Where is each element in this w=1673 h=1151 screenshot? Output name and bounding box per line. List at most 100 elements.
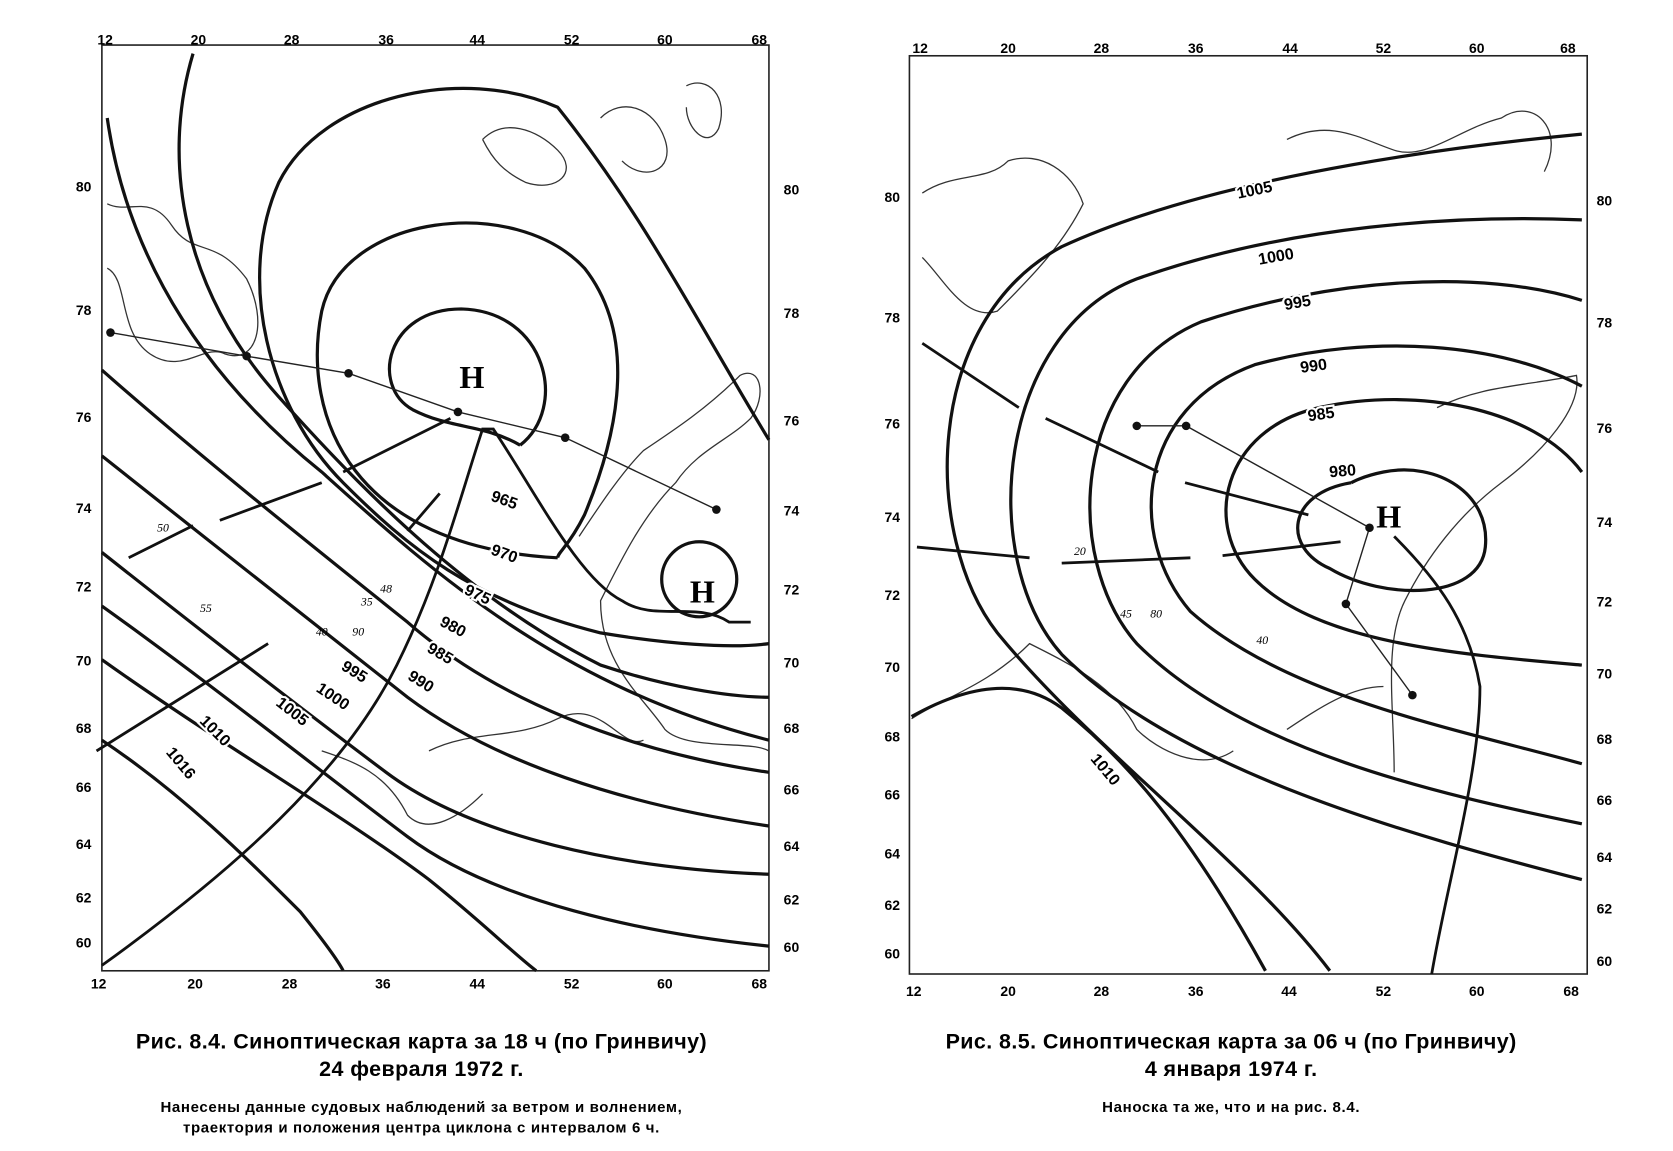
longitude-label: 68 — [752, 975, 768, 991]
coastline — [911, 642, 1384, 761]
longitude-label: 52 — [1376, 983, 1392, 999]
latitude-label: 66 — [784, 781, 800, 797]
isobar-label: 995 — [1283, 292, 1313, 314]
low-center: Н — [690, 574, 715, 610]
longitude-label: 12 — [97, 31, 113, 47]
isobar-label: 965 — [489, 487, 520, 513]
track-points — [106, 328, 721, 514]
wind-label: 45 — [1120, 606, 1132, 620]
latitude-label: 64 — [76, 836, 92, 852]
latitude-label: 78 — [885, 309, 901, 325]
longitude-label: 36 — [1188, 40, 1204, 56]
caption-note: Наноска та же, что и на рис. 8.4. — [1102, 1099, 1360, 1116]
longitude-label: 20 — [1000, 983, 1016, 999]
map-frame — [908, 54, 1589, 975]
wind-label: 55 — [200, 601, 212, 615]
longitude-label: 44 — [469, 975, 485, 991]
latitude-label: 68 — [784, 720, 800, 736]
latitude-label: 76 — [784, 412, 800, 428]
coastline — [921, 110, 1578, 773]
longitude-label: 12 — [91, 975, 107, 991]
latitude-label: 64 — [885, 846, 901, 862]
latitude-label: 80 — [1597, 192, 1613, 208]
isobar-label: 970 — [489, 541, 520, 567]
isobar — [660, 540, 739, 619]
latitude-label: 80 — [885, 189, 901, 205]
longitude-label: 36 — [375, 975, 391, 991]
isobar — [1009, 217, 1583, 882]
longitude-label: 28 — [1094, 40, 1110, 56]
longitude-label: 36 — [378, 31, 394, 47]
wind-label: 40 — [1256, 633, 1268, 647]
caption-title: 4 января 1974 г. — [1145, 1057, 1318, 1081]
longitude-label: 44 — [1281, 983, 1297, 999]
latitude-label: 78 — [784, 305, 800, 321]
wind-label: 90 — [352, 625, 364, 639]
front — [916, 342, 1482, 975]
latitude-label: 66 — [885, 787, 901, 803]
latitude-label: 70 — [1597, 665, 1613, 681]
latitude-label: 72 — [1597, 594, 1613, 610]
longitude-label: 28 — [284, 31, 300, 47]
longitude-label: 52 — [564, 975, 580, 991]
latitude-label: 64 — [1597, 849, 1613, 865]
isobar — [315, 221, 620, 560]
latitude-label: 62 — [784, 892, 800, 908]
isobar — [100, 368, 770, 774]
low-center: Н — [1376, 499, 1401, 535]
cyclone-track — [1136, 425, 1413, 696]
latitude-label: 70 — [885, 659, 901, 675]
latitude-label: 74 — [76, 500, 92, 516]
latitude-label: 72 — [784, 582, 800, 598]
longitude-label: 68 — [1563, 983, 1579, 999]
latitude-label: 60 — [885, 945, 901, 961]
longitude-label: 20 — [187, 975, 203, 991]
track-points — [1132, 421, 1417, 700]
isobar — [100, 551, 769, 876]
longitude-label: 28 — [1094, 983, 1110, 999]
latitude-label: 74 — [1597, 514, 1613, 530]
latitude-label: 80 — [76, 178, 92, 194]
isobar-label: 975 — [462, 581, 494, 609]
latitude-label: 60 — [1597, 953, 1613, 969]
latitude-label: 74 — [784, 502, 800, 518]
isobar — [910, 686, 1267, 972]
low-center: Н — [459, 359, 484, 395]
latitude-label: 76 — [76, 409, 92, 425]
latitude-label: 62 — [885, 897, 901, 913]
longitude-label: 60 — [657, 975, 673, 991]
latitude-label: 64 — [784, 838, 800, 854]
longitude-label: 68 — [752, 31, 768, 47]
latitude-label: 68 — [76, 720, 92, 736]
front — [95, 417, 452, 753]
wind-label: 50 — [157, 521, 169, 535]
isobar — [388, 307, 547, 447]
cyclone-track — [110, 331, 717, 511]
isobar — [258, 86, 771, 648]
latitude-label: 76 — [1597, 420, 1613, 436]
isobar-label: 990 — [1299, 355, 1328, 377]
wind-label: 20 — [1074, 544, 1086, 558]
coastline — [106, 203, 259, 363]
isobar — [1088, 280, 1583, 826]
longitude-label: 20 — [1000, 40, 1016, 56]
latitude-label: 74 — [885, 509, 901, 525]
isobar — [100, 738, 345, 972]
map-frame — [101, 44, 770, 972]
latitude-label: 76 — [885, 415, 901, 431]
wind-label: 35 — [360, 595, 373, 609]
caption-title: Рис. 8.5. Синоптическая карта за 06 ч (п… — [946, 1029, 1517, 1053]
isobar-label: 1005 — [273, 694, 312, 730]
longitude-label: 20 — [191, 31, 207, 47]
longitude-label: 60 — [1469, 983, 1485, 999]
latitude-label: 68 — [885, 729, 901, 745]
longitude-label: 60 — [1469, 40, 1485, 56]
caption-title: 24 февраля 1972 г. — [319, 1057, 524, 1081]
map-1 — [95, 44, 771, 973]
isobar — [945, 132, 1582, 972]
map-2 — [908, 54, 1589, 975]
isobar-label: 985 — [424, 639, 456, 668]
wind-label: 48 — [380, 582, 392, 596]
latitude-label: 78 — [76, 302, 92, 318]
latitude-label: 70 — [76, 653, 92, 669]
